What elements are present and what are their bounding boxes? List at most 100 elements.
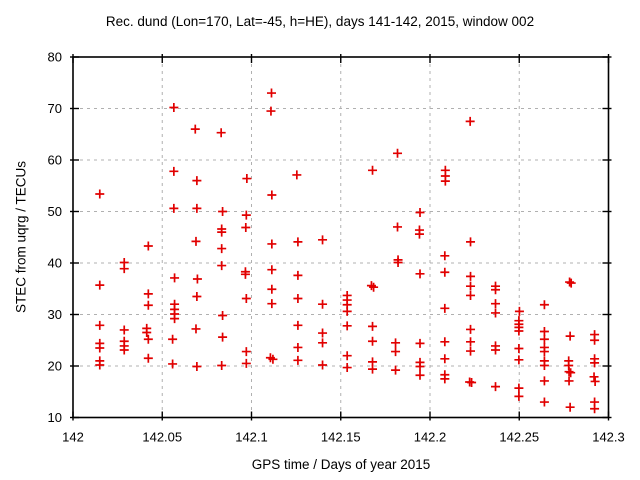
- data-point-marker: [514, 306, 524, 316]
- data-point-marker: [241, 294, 251, 304]
- data-point-marker: [466, 271, 476, 281]
- data-point-marker: [342, 363, 352, 373]
- data-point-marker: [466, 346, 476, 356]
- data-point-marker: [170, 273, 180, 283]
- data-point-marker: [566, 368, 576, 378]
- data-point-marker: [143, 241, 153, 251]
- data-point-marker: [192, 274, 202, 284]
- data-point-marker: [342, 351, 352, 361]
- data-point-marker: [590, 404, 600, 414]
- data-point-marker: [393, 222, 403, 232]
- data-point-marker: [342, 306, 352, 316]
- data-point-marker: [491, 382, 501, 392]
- data-point-marker: [590, 358, 600, 368]
- x-tick-label: 142: [62, 430, 84, 445]
- data-point-marker: [293, 342, 303, 352]
- y-tick-label: 40: [48, 256, 62, 271]
- data-point-marker: [514, 391, 524, 401]
- data-point-marker: [466, 290, 476, 300]
- data-point-marker: [539, 300, 549, 310]
- data-point-marker: [267, 299, 277, 309]
- data-point-marker: [293, 294, 303, 304]
- grid-lines: [73, 57, 609, 418]
- data-point-marker: [539, 347, 549, 357]
- data-point-marker: [440, 374, 450, 384]
- data-point-marker: [218, 207, 228, 216]
- data-point-marker: [143, 334, 153, 344]
- x-tick-label: 142.1: [235, 430, 268, 445]
- data-point-marker: [142, 328, 152, 338]
- data-point-marker: [539, 397, 549, 407]
- data-point-marker: [589, 372, 599, 382]
- data-point-marker: [241, 347, 251, 357]
- data-point-marker: [143, 353, 153, 363]
- data-point-marker: [95, 360, 105, 370]
- data-point-marker: [169, 166, 179, 176]
- data-point-marker: [539, 376, 549, 386]
- data-point-marker: [95, 189, 105, 199]
- data-point-marker: [192, 176, 202, 186]
- data-point-marker: [415, 269, 425, 279]
- data-point-marker: [467, 377, 477, 387]
- data-point-marker: [539, 360, 549, 370]
- data-point-marker: [369, 282, 379, 292]
- x-tick-label: 142.3: [592, 430, 625, 445]
- data-point-marker: [565, 331, 575, 341]
- data-point-marker: [514, 355, 524, 365]
- data-point-marker: [466, 324, 476, 334]
- data-point-marker: [368, 165, 378, 175]
- data-point-marker: [217, 227, 227, 237]
- data-point-marker: [415, 370, 425, 380]
- data-point-marker: [216, 128, 226, 138]
- data-point-marker: [217, 244, 227, 254]
- data-point-marker: [368, 336, 378, 346]
- data-point-marker: [514, 383, 524, 393]
- y-tick-label: 10: [48, 410, 62, 425]
- data-point-marker: [566, 278, 576, 288]
- data-point-marker: [268, 354, 278, 364]
- data-point-marker: [267, 265, 277, 275]
- data-point-marker: [466, 281, 476, 291]
- data-point-marker: [293, 355, 303, 365]
- data-point-marker: [415, 208, 425, 218]
- data-point-marker: [191, 236, 201, 246]
- data-point-marker: [266, 106, 276, 116]
- data-point-marker: [95, 320, 105, 330]
- data-point-marker: [491, 299, 501, 309]
- data-point-marker: [440, 303, 450, 313]
- data-point-marker: [393, 257, 403, 267]
- y-tick-label: 70: [48, 101, 62, 116]
- data-point-marker: [318, 299, 328, 309]
- data-point-marker: [293, 237, 303, 247]
- data-point-marker: [143, 289, 153, 299]
- data-point-marker: [293, 320, 303, 330]
- data-point-marker: [393, 148, 403, 158]
- x-tick-label: 142.05: [142, 430, 182, 445]
- data-point-marker: [391, 338, 401, 348]
- data-point-marker: [440, 354, 450, 364]
- data-point-marker: [241, 358, 251, 368]
- data-point-marker: [342, 321, 352, 331]
- data-points: [95, 88, 600, 414]
- data-point-marker: [318, 328, 328, 338]
- data-point-marker: [169, 203, 179, 213]
- data-point-marker: [293, 270, 303, 280]
- data-point-marker: [170, 314, 180, 324]
- data-point-marker: [266, 88, 276, 98]
- data-point-marker: [143, 300, 153, 310]
- data-point-marker: [465, 116, 475, 126]
- data-point-marker: [218, 332, 228, 342]
- data-point-marker: [565, 277, 575, 287]
- data-point-marker: [565, 402, 575, 412]
- data-point-marker: [267, 239, 277, 249]
- chart-title: Rec. dund (Lon=170, Lat=-45, h=HE), days…: [105, 14, 535, 29]
- data-point-marker: [218, 311, 228, 321]
- data-point-marker: [491, 345, 501, 355]
- data-point-marker: [217, 360, 227, 370]
- data-point-marker: [217, 261, 227, 271]
- data-point-marker: [267, 190, 277, 200]
- data-point-marker: [368, 364, 378, 374]
- data-point-marker: [168, 334, 178, 344]
- data-point-marker: [440, 251, 450, 261]
